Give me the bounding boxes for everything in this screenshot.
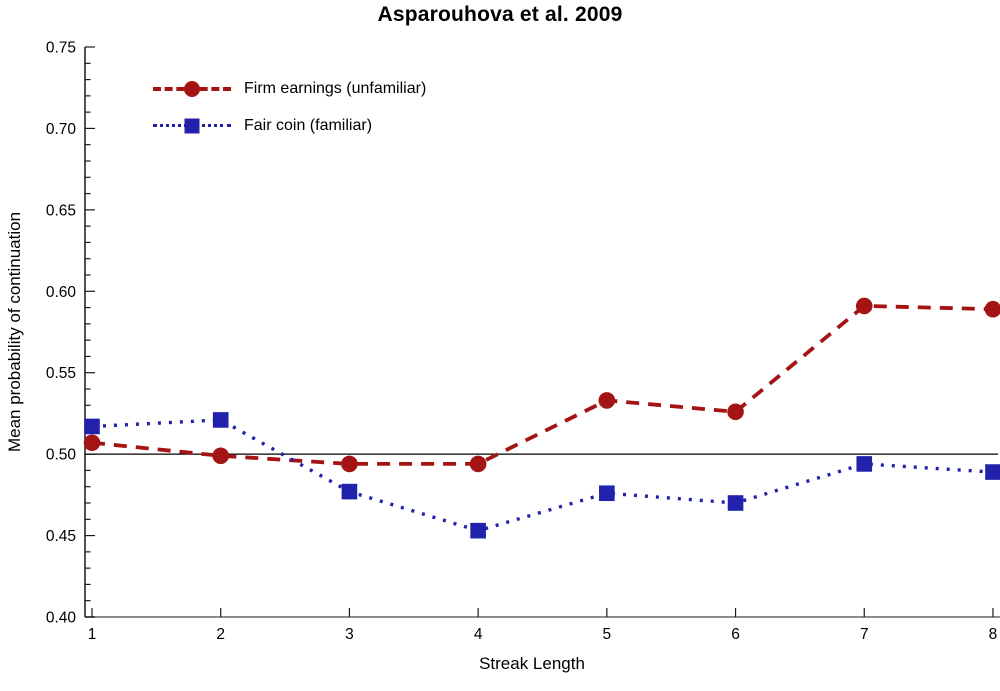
x-tick-label: 1 (88, 626, 97, 643)
square-marker-icon (184, 118, 200, 133)
legend-sample-dashed-line (153, 80, 231, 97)
legend-item-firm-earnings: Firm earnings (unfamiliar) (153, 79, 426, 98)
series-line-0 (91, 303, 994, 466)
x-tick-label: 4 (474, 626, 483, 643)
data-point-circle (855, 297, 873, 315)
legend: Firm earnings (unfamiliar) Fair coin (fa… (153, 79, 426, 135)
data-point-circle (469, 455, 487, 473)
legend-sample-dotted-line (153, 117, 231, 134)
y-tick-label: 0.70 (46, 121, 77, 138)
y-tick-label: 0.75 (46, 40, 76, 57)
data-point-square (856, 456, 873, 472)
y-axis-label: Mean probability of continuation (5, 211, 24, 453)
y-tick-label: 0.45 (46, 528, 76, 545)
circle-marker-icon (184, 80, 200, 97)
y-tick-label: 0.40 (46, 610, 77, 627)
x-tick-label: 6 (731, 626, 740, 643)
data-point-square (727, 495, 744, 511)
data-point-square (212, 412, 229, 428)
data-point-square (341, 483, 358, 500)
x-tick-label: 3 (345, 626, 354, 643)
y-tick-label: 0.55 (46, 365, 76, 382)
legend-item-fair-coin: Fair coin (familiar) (153, 116, 426, 135)
chart-title: Asparouhova et al. 2009 (377, 3, 623, 26)
x-axis-label: Streak Length (479, 654, 585, 673)
data-point-circle (598, 392, 616, 409)
legend-label: Fair coin (familiar) (244, 117, 373, 134)
x-tick-label: 5 (603, 626, 612, 643)
data-point-circle (212, 447, 230, 465)
data-point-square (599, 485, 615, 502)
data-point-circle (984, 300, 1000, 318)
data-point-square (84, 418, 100, 435)
data-point-square (470, 522, 486, 539)
y-tick-label: 0.60 (46, 284, 77, 301)
y-tick-label: 0.65 (46, 202, 76, 219)
x-tick-label: 7 (860, 626, 869, 643)
data-point-circle (83, 434, 101, 452)
x-tick-label: 2 (216, 626, 225, 643)
data-point-circle (341, 455, 358, 473)
series-line-1 (91, 418, 994, 533)
y-tick-label: 0.50 (46, 447, 77, 464)
data-point-circle (727, 403, 744, 421)
legend-label: Firm earnings (unfamiliar) (244, 80, 427, 97)
data-point-square (985, 464, 1000, 480)
x-tick-label: 8 (989, 626, 998, 643)
